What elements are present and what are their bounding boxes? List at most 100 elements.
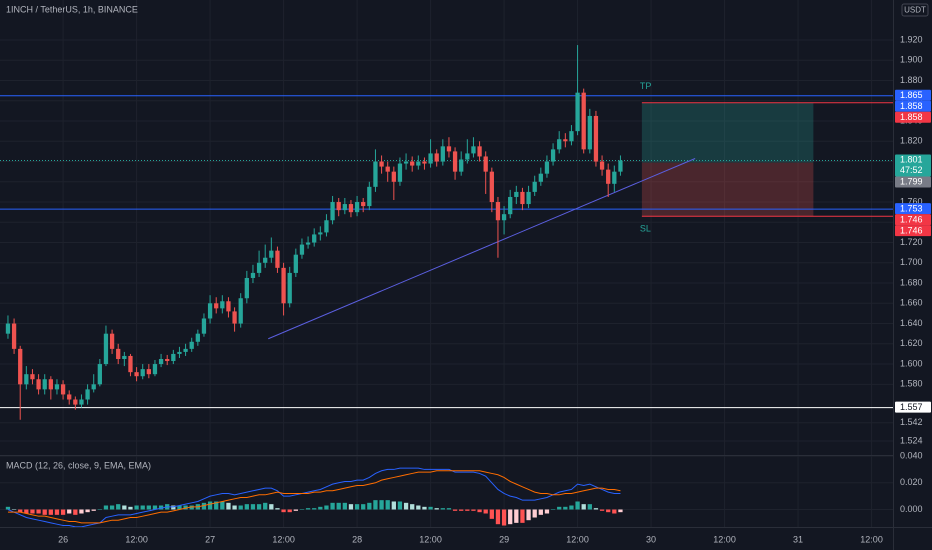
- macd-bar: [489, 509, 494, 519]
- price-tag: [895, 154, 931, 177]
- price-tag-label: 1.801: [900, 155, 923, 165]
- candle-body: [459, 159, 464, 172]
- x-tick-label: 12:00: [860, 534, 883, 544]
- macd-bar: [201, 502, 207, 510]
- trend-line: [268, 158, 696, 340]
- x-tick-label: 12:00: [713, 534, 736, 544]
- macd-bar: [128, 506, 133, 510]
- macd-bar: [152, 505, 158, 510]
- candle-body: [85, 389, 90, 400]
- candle-body: [416, 161, 421, 166]
- candle-body: [36, 379, 41, 390]
- candle-body: [122, 355, 127, 359]
- candle-body: [514, 191, 519, 197]
- x-tick-label: 27: [205, 534, 215, 544]
- macd-bar: [410, 504, 415, 510]
- macd-bar: [416, 505, 421, 510]
- candle-body: [116, 348, 121, 359]
- candle-body: [428, 153, 433, 164]
- macd-bar: [471, 509, 476, 511]
- x-tick-label: 30: [646, 534, 656, 544]
- candle-body: [183, 348, 188, 352]
- candle-body: [618, 160, 623, 172]
- macd-bar: [599, 509, 605, 511]
- y-tick-label: 1.580: [900, 379, 923, 389]
- candle-body: [348, 204, 354, 213]
- candle-body: [501, 214, 507, 221]
- macd-bar: [434, 508, 439, 510]
- candle-body: [532, 181, 537, 192]
- candle-body: [557, 139, 562, 150]
- y-tick-label: 1.900: [900, 55, 923, 65]
- macd-bar: [97, 509, 102, 511]
- macd-bar: [299, 509, 305, 511]
- macd-bar: [538, 509, 543, 515]
- currency-box[interactable]: [901, 3, 929, 17]
- macd-bar: [330, 502, 335, 510]
- macd-bar: [508, 509, 513, 525]
- candle-body: [465, 153, 470, 160]
- candle-body: [152, 364, 158, 375]
- candle-body: [367, 186, 372, 207]
- macd-bar: [171, 505, 176, 510]
- macd-bar: [103, 505, 109, 510]
- candle-body: [593, 115, 599, 162]
- price-tag: [895, 214, 931, 226]
- candle-body: [30, 374, 35, 380]
- y-tick-label: 1.760: [900, 196, 923, 206]
- candle-body: [391, 171, 396, 182]
- candle-body: [544, 161, 550, 174]
- macd-bar: [177, 505, 182, 510]
- macd-bar: [495, 509, 501, 525]
- candle-body: [214, 303, 219, 309]
- price-tag-label: 1.865: [900, 90, 923, 100]
- candle-body: [483, 156, 488, 172]
- macd-bar: [54, 509, 60, 515]
- macd-line: [7, 470, 621, 524]
- macd-bar: [428, 506, 433, 510]
- candle-body: [42, 379, 47, 390]
- candle-body: [410, 161, 415, 166]
- candle-body: [140, 369, 145, 377]
- candle-body: [73, 399, 78, 405]
- macd-bar: [11, 509, 17, 511]
- currency[interactable]: USDT: [904, 6, 926, 15]
- candle-body: [263, 257, 268, 263]
- candle-body: [324, 220, 329, 233]
- candle-body: [520, 191, 525, 205]
- candle-body: [354, 202, 360, 213]
- candle-body: [109, 333, 115, 349]
- macd-bar: [189, 505, 194, 510]
- candle-body: [440, 146, 445, 162]
- candle-body: [97, 364, 102, 385]
- macd-bar: [67, 509, 72, 514]
- macd-bar: [324, 505, 329, 510]
- macd-bar: [281, 509, 286, 513]
- candle-body: [24, 374, 29, 385]
- macd-bar: [367, 502, 372, 510]
- macd-bar: [183, 505, 188, 510]
- price-tag: [895, 100, 931, 112]
- candle-body: [299, 244, 305, 255]
- macd-bar: [79, 509, 84, 514]
- macd-bar: [305, 508, 311, 510]
- macd-bar: [342, 502, 347, 510]
- price-tag-label: 1.746: [900, 225, 923, 235]
- macd-bar: [477, 509, 482, 513]
- macd-bar: [256, 504, 262, 510]
- candle-body: [422, 161, 427, 164]
- candle-body: [48, 379, 53, 390]
- macd-bar: [48, 509, 53, 515]
- x-tick-label: 31: [793, 534, 803, 544]
- candle-body: [128, 355, 133, 373]
- candle-body: [226, 301, 231, 312]
- x-tick-label: 29: [499, 534, 509, 544]
- macd-bar: [520, 509, 525, 523]
- macd-bar: [440, 508, 445, 510]
- macd-bar: [501, 509, 507, 526]
- y-tick-label: 1.880: [900, 75, 923, 85]
- candle-body: [471, 146, 476, 154]
- candle-body: [495, 202, 501, 221]
- macd-bar: [109, 505, 115, 510]
- macd-bar: [122, 505, 127, 510]
